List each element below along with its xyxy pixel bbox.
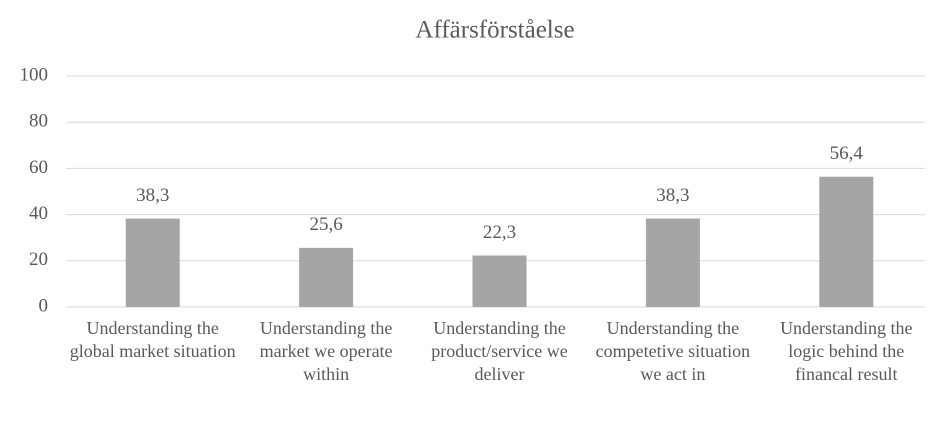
y-tick-label: 0 <box>39 295 49 316</box>
bar <box>472 255 527 307</box>
bar <box>299 247 354 307</box>
bar <box>125 218 180 307</box>
value-label: 22,3 <box>483 222 516 243</box>
x-tick-label: Understanding the market we operate with… <box>259 318 393 384</box>
chart-title: Affärsförståelse <box>415 17 574 44</box>
bar <box>819 176 874 307</box>
y-tick-label: 20 <box>29 249 48 270</box>
value-label: 38,3 <box>136 185 169 206</box>
value-label: 25,6 <box>309 214 342 235</box>
x-tick-label: Understanding the logic behind the finan… <box>780 318 913 384</box>
y-tick-label: 40 <box>29 203 48 224</box>
value-label: 38,3 <box>656 185 689 206</box>
value-label: 56,4 <box>830 143 864 164</box>
y-tick-label: 60 <box>29 157 48 178</box>
x-tick-label: Understanding the global market situatio… <box>69 318 236 361</box>
x-tick-label: Understanding the competetive situation … <box>595 318 751 384</box>
x-tick-label: Understanding the product/service we del… <box>431 318 568 384</box>
y-tick-label: 100 <box>20 64 49 85</box>
bar <box>645 218 700 307</box>
y-tick-label: 80 <box>29 111 48 132</box>
